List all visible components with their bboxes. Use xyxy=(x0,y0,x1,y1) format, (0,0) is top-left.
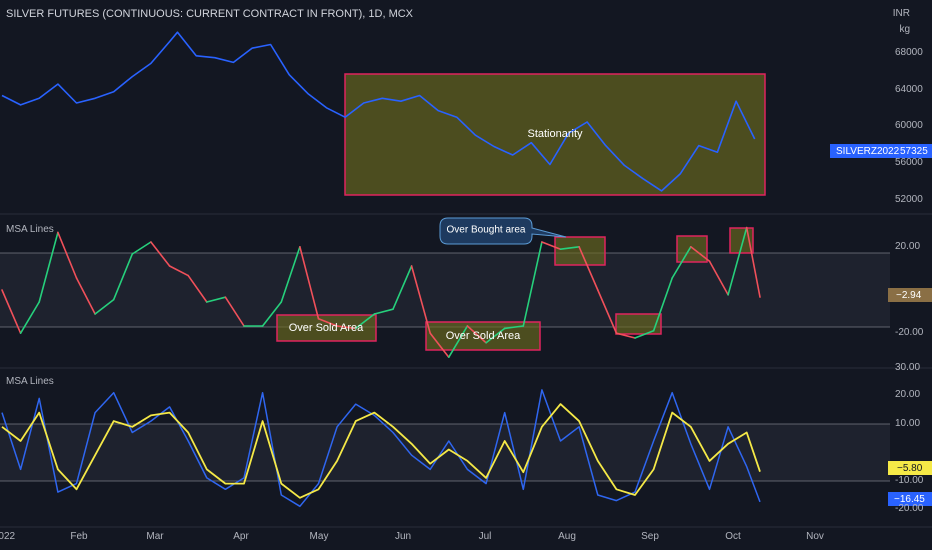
msa-segment xyxy=(559,246,580,250)
overbought-box xyxy=(554,236,606,266)
month-tick: Jun xyxy=(394,531,412,542)
pane3-fast-badge: −16.45 xyxy=(894,494,925,505)
msa-segment xyxy=(187,274,208,303)
msa-segment xyxy=(689,246,711,263)
price-tick: 56000 xyxy=(895,157,923,168)
unit-label: kg xyxy=(899,24,910,35)
msa-segment xyxy=(280,246,301,303)
msa-segment xyxy=(206,296,227,303)
msa-segment xyxy=(447,325,469,359)
pane3-tick: 20.00 xyxy=(895,389,921,400)
msa-segment xyxy=(299,246,320,320)
msa-segment xyxy=(429,332,450,359)
price-value-badge: 57325 xyxy=(900,146,928,157)
pane2-label: MSA Lines xyxy=(6,224,54,235)
msa-segment xyxy=(354,313,376,330)
overbought-callout xyxy=(439,217,567,245)
stationarity-label: Stationarity xyxy=(527,128,583,140)
msa-segment xyxy=(503,325,525,330)
chart-title: SILVER FUTURES (CONTINUOUS: CURRENT CONT… xyxy=(6,8,414,20)
msa-segment xyxy=(466,325,487,344)
pane3-fast-badge-bg xyxy=(888,492,932,506)
pane3-tick: -20.00 xyxy=(895,503,924,514)
msa-segment xyxy=(94,298,115,315)
msa-segment xyxy=(131,241,152,255)
pane2-band xyxy=(0,253,890,327)
msa-segment xyxy=(596,289,618,335)
month-tick: Jul xyxy=(478,531,492,542)
msa-segment xyxy=(150,241,171,267)
msa-segment xyxy=(168,265,189,277)
oversold-box-1 xyxy=(276,314,377,342)
msa-segment xyxy=(634,329,655,339)
msa-segment xyxy=(522,241,543,327)
price-tick: 68000 xyxy=(895,47,923,58)
msa-segment xyxy=(727,226,748,296)
msa-segment xyxy=(261,301,283,327)
msa-segment xyxy=(112,253,134,301)
month-tick: Aug xyxy=(558,531,576,542)
month-tick: Oct xyxy=(725,531,741,542)
price-line xyxy=(1,31,756,192)
msa-segment xyxy=(485,327,506,344)
oversold-box xyxy=(615,313,662,335)
price-tick: 64000 xyxy=(895,84,923,95)
msa-segment xyxy=(1,289,22,335)
pane3-tick: 10.00 xyxy=(895,418,921,429)
msa-segment xyxy=(615,332,636,339)
currency-label: INR xyxy=(892,8,910,19)
month-tick: Mar xyxy=(146,531,164,542)
pane3-slow-badge: −5.80 xyxy=(897,463,923,474)
pane3-tick: 30.00 xyxy=(895,362,921,373)
msa-segment xyxy=(578,246,599,291)
pane2-tick: -20.00 xyxy=(895,327,924,338)
price-tick: 52000 xyxy=(895,194,923,205)
overbought-box xyxy=(676,235,708,263)
stationarity-box xyxy=(344,73,766,196)
msa-slow-line xyxy=(1,403,761,499)
price-badge-bg xyxy=(830,144,932,158)
overbought-label: Over Bought area xyxy=(446,224,526,236)
msa-segment xyxy=(317,317,338,327)
month-tick: Nov xyxy=(806,531,824,542)
msa-segment xyxy=(373,308,394,315)
pane3-label: MSA Lines xyxy=(6,376,54,387)
msa-segment xyxy=(336,325,357,330)
pane3-tick: -10.00 xyxy=(895,475,924,486)
msa-segment xyxy=(19,301,41,335)
month-tick: Feb xyxy=(70,531,88,542)
month-tick: Apr xyxy=(233,531,249,542)
msa-segment xyxy=(392,265,413,311)
pane2-value-badge: −2.94 xyxy=(896,290,922,301)
price-tick: 60000 xyxy=(895,120,923,131)
pane3-slow-badge-bg xyxy=(888,461,932,475)
oversold-label-1: Over Sold Area xyxy=(288,322,364,334)
pane2-badge-bg xyxy=(888,288,932,302)
price-symbol-badge: SILVERZ2022 xyxy=(836,146,900,157)
pane2-tick: 20.00 xyxy=(895,241,921,252)
msa-segment xyxy=(410,265,432,335)
msa-segment xyxy=(541,241,562,250)
msa-segment xyxy=(57,231,78,279)
month-tick: Sep xyxy=(641,531,659,542)
msa-segment xyxy=(671,246,692,279)
msa-segment xyxy=(75,277,96,315)
msa-segment xyxy=(745,226,761,298)
msa-segment xyxy=(652,277,674,332)
msa-segment xyxy=(708,260,729,296)
year-tick: 2022 xyxy=(0,531,16,542)
msa-segment xyxy=(224,296,245,327)
oversold-label-2: Over Sold Area xyxy=(445,330,521,342)
msa-segment xyxy=(38,231,59,303)
month-tick: May xyxy=(309,531,329,542)
